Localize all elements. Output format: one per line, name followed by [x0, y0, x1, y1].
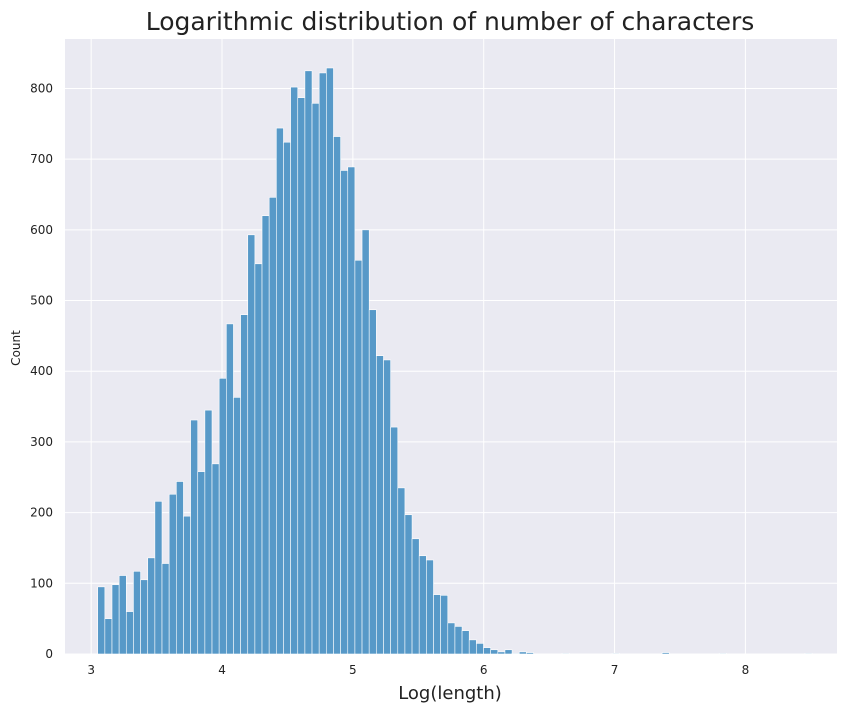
histogram-bar [297, 97, 306, 655]
histogram-bar [326, 67, 334, 655]
x-tick-label: 6 [480, 663, 488, 677]
histogram-bar [318, 72, 327, 655]
histogram-bar [397, 487, 406, 655]
histogram-bar [468, 639, 477, 655]
histogram-bar [333, 136, 341, 655]
histogram-bar [140, 579, 149, 655]
x-tick-label: 4 [218, 663, 226, 677]
histogram-bar [125, 611, 134, 655]
histogram-bar [97, 586, 106, 655]
histogram-bar [104, 618, 113, 655]
histogram-bar [354, 259, 363, 655]
y-tick-label: 700 [30, 152, 53, 166]
histogram-bar [283, 141, 291, 655]
x-tick-label: 3 [87, 663, 95, 677]
histogram-bar [426, 559, 434, 655]
y-axis-label: Count [9, 330, 23, 366]
histogram-bar [518, 651, 527, 655]
y-tick-label: 600 [30, 223, 53, 237]
histogram-bar [247, 234, 256, 655]
histogram-bar [197, 471, 206, 655]
x-tick-label: 7 [611, 663, 619, 677]
histogram-bar [611, 652, 620, 655]
x-tick-label: 8 [742, 663, 750, 677]
histogram-bar [347, 166, 356, 655]
histogram-bar [461, 630, 470, 655]
histogram-bar [268, 197, 277, 655]
histogram-bar [161, 563, 170, 655]
histogram-bar [368, 309, 377, 655]
histogram-bar [511, 652, 520, 655]
histogram-bar [433, 594, 441, 655]
histogram-bar [204, 409, 213, 655]
y-tick-label: 300 [30, 435, 53, 449]
histogram-bar [226, 323, 234, 655]
histogram-bar [240, 314, 249, 655]
histogram-bar [718, 652, 727, 655]
histogram-bar [168, 493, 177, 655]
histogram-bar [290, 86, 299, 655]
histogram-bar [504, 649, 513, 655]
histogram-bar [497, 651, 506, 655]
histogram-bar [376, 355, 384, 655]
histogram-bar [390, 426, 399, 655]
x-tick-label: 5 [349, 663, 357, 677]
histogram-bar [118, 575, 127, 655]
y-tick-label: 0 [45, 647, 53, 661]
histogram-bar [804, 652, 813, 655]
y-tick-label: 100 [30, 576, 53, 590]
histogram-bars [97, 67, 813, 655]
histogram-bar [440, 595, 449, 655]
histogram-bar [483, 647, 491, 655]
histogram-bar [133, 570, 141, 655]
chart-title: Logarithmic distribution of number of ch… [146, 7, 755, 36]
y-tick-label: 800 [30, 81, 53, 95]
histogram-bar [561, 652, 570, 655]
y-tick-label: 400 [30, 364, 53, 378]
y-tick-label: 200 [30, 506, 53, 520]
histogram-bar [261, 215, 270, 655]
histogram-bar [383, 359, 391, 655]
histogram-bar [526, 652, 534, 655]
histogram-bar [190, 419, 199, 655]
histogram-bar [411, 538, 420, 655]
x-tick-labels: 3 4 5 6 7 8 [87, 663, 749, 677]
histogram-bar [304, 70, 313, 655]
histogram-bar [175, 481, 184, 655]
histogram-bar [276, 127, 284, 655]
histogram-bar [447, 622, 456, 655]
histogram-bar [404, 514, 413, 655]
histogram-bar [233, 397, 241, 655]
histogram-bar [147, 557, 156, 655]
histogram-bar [111, 584, 120, 655]
histogram-bar [340, 170, 349, 655]
histogram-bar [661, 652, 670, 655]
histogram-bar [211, 463, 220, 655]
y-tick-label: 500 [30, 294, 53, 308]
histogram-bar [361, 229, 370, 655]
histogram-bar [254, 263, 263, 655]
histogram-bar [418, 555, 427, 655]
histogram-bar [218, 378, 227, 655]
histogram-bar [154, 501, 163, 655]
histogram-bar [183, 515, 191, 655]
histogram-bar [311, 103, 320, 655]
histogram-bar [490, 649, 499, 655]
histogram-bar [454, 626, 463, 655]
y-tick-labels: 0 100 200 300 400 500 600 700 800 [30, 81, 53, 661]
x-axis-label: Log(length) [398, 683, 502, 704]
histogram-bar [476, 643, 484, 655]
